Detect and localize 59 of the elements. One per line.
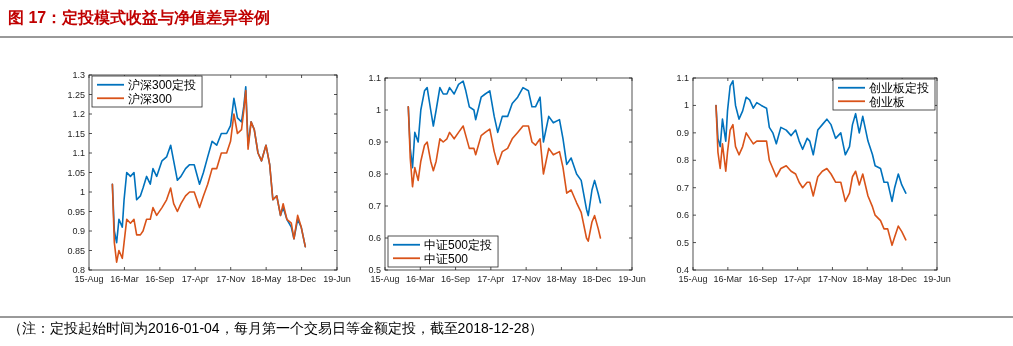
- x-tick-label: 18-May: [546, 274, 577, 284]
- x-tick-label: 16-Mar: [110, 274, 139, 284]
- legend-label: 中证500定投: [424, 238, 493, 253]
- x-tick-label: 15-Aug: [74, 274, 104, 284]
- text: （注：定投起始时间为2016-01-04，每月第一个交易日等金额定投，截至2018-12-28）: [8, 320, 544, 336]
- x-tick-label: 17-Apr: [181, 274, 209, 284]
- line-series: [407, 80, 602, 217]
- y-tick-label: 1.25: [67, 89, 85, 100]
- y-tick-label: 1.3: [72, 70, 85, 80]
- y-tick-label: 0.7: [368, 201, 381, 211]
- y-tick-label: 1.1: [368, 73, 381, 83]
- x-tick-label: 17-Nov: [216, 274, 246, 284]
- y-tick-label: 0.85: [67, 245, 85, 256]
- legend-label: 沪深300定投: [128, 78, 197, 93]
- legend-label: 沪深300: [128, 91, 173, 106]
- y-tick-label: 0.95: [67, 206, 85, 217]
- x-tick-label: 17-Apr: [477, 274, 505, 284]
- y-tick-label: 0.7: [676, 182, 689, 193]
- x-tick-label: 19-Jun: [323, 274, 351, 284]
- y-tick-label: 0.6: [368, 233, 381, 243]
- y-tick-label: 0.6: [676, 210, 689, 221]
- y-tick-label: 0.9: [676, 127, 689, 138]
- legend-label: 创业板: [869, 94, 905, 109]
- x-tick-label: 16-Mar: [406, 274, 435, 284]
- y-tick-label: 0.8: [72, 265, 85, 275]
- y-tick-label: 0.4: [676, 265, 689, 275]
- x-tick-label: 18-Dec: [287, 274, 317, 284]
- x-tick-label: 17-Nov: [511, 274, 542, 284]
- y-tick-label: 0.8: [368, 169, 381, 179]
- y-tick-label: 0.5: [368, 265, 381, 275]
- y-tick-label: 1: [79, 187, 85, 197]
- x-tick-label: 17-Nov: [817, 274, 848, 284]
- x-tick-label: 15-Aug: [370, 274, 400, 284]
- x-tick-label: 19-Jun: [618, 274, 646, 284]
- x-tick-label: 15-Aug: [678, 274, 708, 284]
- y-tick-label: 1.2: [72, 109, 85, 119]
- y-tick-label: 1: [683, 100, 689, 111]
- y-tick-label: 1: [375, 105, 381, 115]
- y-tick-label: 0.8: [676, 155, 689, 166]
- y-tick-label: 1.15: [67, 128, 85, 139]
- y-tick-label: 1.1: [676, 73, 689, 83]
- x-tick-label: 16-Sep: [441, 274, 471, 284]
- y-tick-label: 1.05: [67, 167, 85, 178]
- y-tick-label: 1.1: [72, 148, 85, 158]
- legend-label: 创业板定投: [869, 81, 929, 96]
- y-tick-label: 0.9: [72, 226, 85, 236]
- x-tick-label: 16-Mar: [713, 274, 743, 284]
- x-tick-label: 18-May: [852, 274, 883, 284]
- legend-label: 中证500: [424, 251, 469, 266]
- y-tick-label: 0.9: [368, 137, 381, 147]
- x-tick-label: 18-Dec: [582, 274, 612, 284]
- chart-title: 图 17：定投模式收益与净值差异举例: [8, 9, 271, 26]
- x-tick-label: 16-Sep: [748, 274, 778, 284]
- x-tick-label: 18-Dec: [887, 274, 918, 284]
- x-tick-label: 18-May: [251, 274, 282, 284]
- x-tick-label: 17-Apr: [784, 274, 812, 284]
- x-tick-label: 16-Sep: [145, 274, 175, 284]
- x-tick-label: 19-Jun: [923, 274, 951, 284]
- y-tick-label: 0.5: [676, 237, 689, 248]
